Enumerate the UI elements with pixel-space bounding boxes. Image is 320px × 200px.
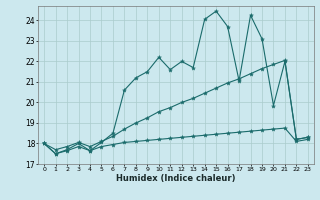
X-axis label: Humidex (Indice chaleur): Humidex (Indice chaleur) <box>116 174 236 183</box>
